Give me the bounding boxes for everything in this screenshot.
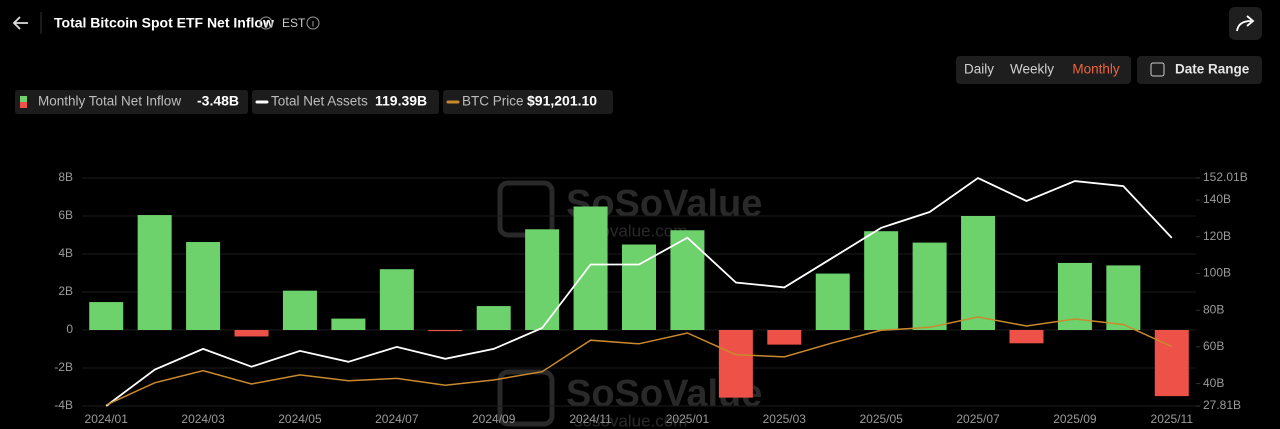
plot: -4B -2B 0 2B 4B 6B 8B 27.81B 40B 60B 80B 100B 120B 14… xyxy=(54,170,1247,426)
info-icon[interactable] xyxy=(306,16,320,30)
info-icon[interactable] xyxy=(259,16,273,30)
bar xyxy=(428,330,463,332)
x-tick-label: 2025/05 xyxy=(859,412,903,426)
legend-box xyxy=(15,90,248,114)
period-tabs xyxy=(956,56,1131,84)
watermark-logo xyxy=(497,180,555,238)
legend-box xyxy=(252,90,439,114)
x-tick-label: 2024/09 xyxy=(472,412,516,426)
x-tick-label: 2025/11 xyxy=(1151,412,1194,426)
bar xyxy=(137,215,172,330)
share-bg xyxy=(1229,7,1262,40)
legend-swatch xyxy=(20,96,27,102)
legend-label: Monthly Total Net Inflow xyxy=(38,94,181,109)
legend-swatch xyxy=(20,102,27,108)
bar xyxy=(767,330,802,345)
back-arrow xyxy=(12,16,28,30)
bar xyxy=(815,273,850,330)
y-tick-label: -4B xyxy=(54,398,73,412)
bar xyxy=(525,229,560,330)
x-tick-label: 2025/07 xyxy=(956,412,1000,426)
bar xyxy=(379,269,414,330)
x-tick-label: 2024/11 xyxy=(569,412,612,426)
x-tick-label: 2024/01 xyxy=(85,412,129,426)
bar xyxy=(331,318,366,330)
x-tick-label: 2025/01 xyxy=(666,412,710,426)
x-tick-label: 2025/03 xyxy=(763,412,807,426)
bar xyxy=(476,306,511,330)
bar xyxy=(670,230,705,330)
legend-label: Total Net Assets xyxy=(271,94,368,109)
date-range-bg xyxy=(1137,56,1262,84)
x-tick-label: 2025/09 xyxy=(1053,412,1097,426)
bar xyxy=(1154,330,1189,397)
y-tick-label: 0 xyxy=(66,322,73,336)
info-circle xyxy=(259,16,273,30)
x-tick-label: 2024/05 xyxy=(278,412,322,426)
legend-value: 119.39B xyxy=(375,93,427,109)
y2-tick-label: 80B xyxy=(1203,302,1224,316)
back-button[interactable] xyxy=(12,16,28,30)
bar xyxy=(89,302,124,330)
legend-value: -3.48B xyxy=(197,93,239,109)
share-icon xyxy=(1236,15,1255,32)
y2-tick-label: 40B xyxy=(1203,376,1224,390)
legend-label: BTC Price xyxy=(462,94,524,109)
y-tick-label: 2B xyxy=(58,284,73,298)
line xyxy=(105,176,1173,407)
x-tick-label: 2024/07 xyxy=(375,412,419,426)
timezone: EST xyxy=(282,16,306,30)
bar xyxy=(864,231,899,330)
x-tick-label: 2024/03 xyxy=(181,412,225,426)
date-range-label: Date Range xyxy=(1175,62,1250,77)
line xyxy=(105,316,1173,406)
y2-tick-label: 60B xyxy=(1203,339,1224,353)
y2-tick-label: 140B xyxy=(1203,192,1231,206)
date-range-button[interactable]: Date Range xyxy=(1137,56,1262,84)
y-tick-label: -2B xyxy=(54,360,73,374)
bar xyxy=(961,216,996,330)
legend: Monthly Total Net Inflow -3.48B Total Net … xyxy=(20,93,597,109)
y-tick-label: 8B xyxy=(58,170,73,184)
share-button[interactable] xyxy=(1229,7,1262,40)
y2-tick-label: 152.01B xyxy=(1203,170,1248,184)
y2-tick-label: 120B xyxy=(1203,229,1231,243)
y2-tick-label: 100B xyxy=(1203,266,1231,280)
bar xyxy=(573,206,608,330)
legend-value: $91,201.10 xyxy=(527,93,597,109)
period-tab[interactable]: Daily xyxy=(964,62,994,77)
bar xyxy=(186,242,221,330)
bar xyxy=(282,290,317,330)
bar xyxy=(912,242,947,330)
calendar-icon xyxy=(1150,62,1165,77)
period-tab[interactable]: Weekly xyxy=(1010,62,1054,77)
y-tick-label: 4B xyxy=(58,246,73,260)
bar xyxy=(1009,330,1044,344)
info-circle xyxy=(306,16,320,30)
legend-box xyxy=(443,90,613,114)
y2-tick-label: 27.81B xyxy=(1203,398,1241,412)
page-title: Total Bitcoin Spot ETF Net Inflow xyxy=(54,15,274,31)
y-tick-label: 6B xyxy=(58,208,73,222)
bar xyxy=(1106,265,1141,330)
period-tab[interactable]: Monthly xyxy=(1072,62,1120,77)
bar xyxy=(234,330,269,337)
watermark-url: sosovalue.com xyxy=(574,411,687,429)
bar xyxy=(718,330,753,398)
watermark-logo xyxy=(497,369,555,427)
